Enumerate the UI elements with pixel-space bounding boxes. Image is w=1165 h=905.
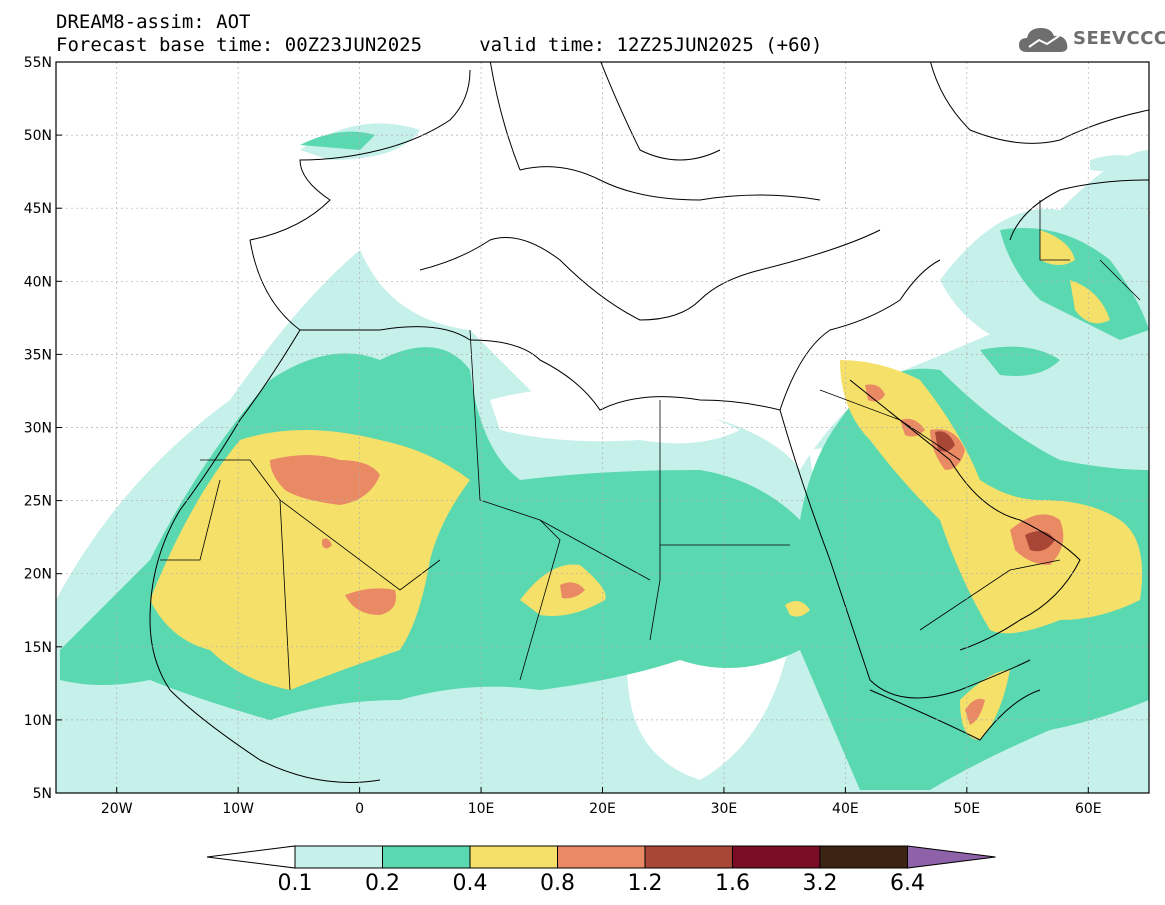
colorbar-segment <box>732 845 821 869</box>
lat-label: 55N <box>24 55 52 71</box>
colorbar-label: 1.6 <box>715 871 750 896</box>
lat-label: 30N <box>24 421 52 437</box>
lat-label: 5N <box>33 786 52 802</box>
colorbar-label: 6.4 <box>890 871 925 896</box>
map-title: DREAM8-assim: AOT <box>56 11 251 33</box>
latitude-labels: 55N 50N 45N 40N 35N 30N 25N 20N 15N 10N 5N <box>24 55 52 802</box>
forecast-time-line: Forecast base time: 00Z23JUN2025 valid t… <box>56 34 823 56</box>
lon-label: 20E <box>589 801 616 817</box>
lat-label: 20N <box>24 567 52 583</box>
aot-field <box>56 62 1149 793</box>
lon-label: 60E <box>1075 801 1102 817</box>
colorbar-labels: 0.1 0.2 0.4 0.8 1.2 1.6 3.2 6.4 <box>278 871 926 896</box>
lon-label: 10E <box>468 801 495 817</box>
cloud-icon <box>1019 28 1068 52</box>
lat-label: 40N <box>24 274 52 290</box>
lon-label: 50E <box>953 801 980 817</box>
colorbar-label: 3.2 <box>803 871 838 896</box>
colorbar-segment <box>294 845 383 869</box>
colorbar-label: 0.2 <box>365 871 400 896</box>
colorbar-label: 0.4 <box>453 871 488 896</box>
colorbar-label: 1.2 <box>628 871 663 896</box>
lat-label: 25N <box>24 494 52 510</box>
colorbar-segment <box>819 845 908 869</box>
lat-label: 50N <box>24 128 52 144</box>
lat-label: 10N <box>24 713 52 729</box>
lon-label: 40E <box>832 801 859 817</box>
longitude-labels: 20W 10W 0 10E 20E 30E 40E 50E 60E <box>101 801 1102 817</box>
lat-label: 35N <box>24 347 52 363</box>
colorbar-low-triangle <box>206 845 296 869</box>
colorbar-high-triangle <box>907 845 996 869</box>
colorbar-segment <box>382 845 471 869</box>
colorbar <box>206 845 996 869</box>
colorbar-segment <box>557 845 646 869</box>
country-borders <box>160 200 1141 691</box>
lon-label: 0 <box>355 801 364 817</box>
colorbar-label: 0.8 <box>540 871 575 896</box>
seevccc-logo: SEEVCCC <box>1017 22 1165 56</box>
axis-ticks <box>56 61 1089 794</box>
lat-label: 15N <box>24 640 52 656</box>
colorbar-segment <box>644 845 733 869</box>
lon-label: 20W <box>101 801 133 817</box>
coastlines <box>149 62 1149 783</box>
lat-label: 45N <box>24 201 52 217</box>
logo-text: SEEVCCC <box>1073 28 1165 49</box>
lon-label: 10W <box>222 801 254 817</box>
colorbar-label: 0.1 <box>278 871 313 896</box>
aot-level-0-8 <box>270 384 1064 725</box>
graticule <box>56 62 1149 793</box>
lon-label: 30E <box>711 801 738 817</box>
colorbar-segment <box>469 845 558 869</box>
